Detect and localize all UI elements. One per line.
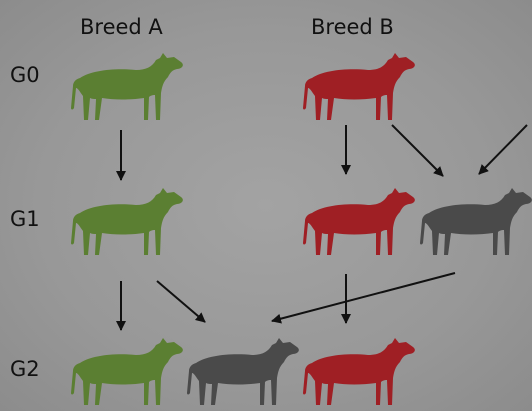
arrow-g0-breed-b-to-g1-crossbred — [391, 124, 444, 177]
generation-g2-label: G2 — [10, 357, 40, 381]
cow-icon-g0-breed-a — [71, 53, 183, 120]
generation-g1-label: G1 — [10, 207, 40, 231]
generation-g0-label: G0 — [10, 63, 40, 87]
arrow-layer — [116, 124, 528, 331]
cow-icon-g2-crossbred — [187, 338, 299, 405]
breed-a-header: Breed A — [80, 15, 163, 39]
cow-icon-g1-crossbred — [420, 188, 532, 255]
animal-layer — [71, 53, 532, 405]
cow-icon-g0-breed-b — [303, 53, 415, 120]
arrow-g1-crossbred-to-g2-crossbred — [271, 272, 456, 324]
breed-b-header: Breed B — [311, 15, 394, 39]
cow-icon-g1-breed-a — [71, 188, 183, 255]
cow-icon-g2-breed-b — [303, 338, 415, 405]
cow-icon-g2-breed-a — [71, 338, 183, 405]
arrow-g1-breed-a-to-g2-crossbred — [156, 280, 206, 323]
cow-icon-g1-breed-b — [303, 188, 415, 255]
arrow-off-canvas-right-to-g1-crossbred — [478, 124, 528, 175]
